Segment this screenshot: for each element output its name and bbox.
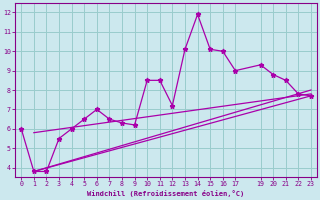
X-axis label: Windchill (Refroidissement éolien,°C): Windchill (Refroidissement éolien,°C) bbox=[87, 190, 245, 197]
